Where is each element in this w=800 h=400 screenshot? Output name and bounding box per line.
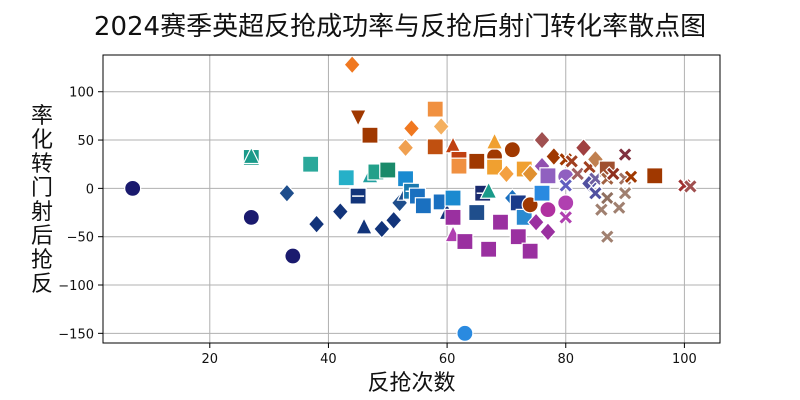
data-point	[557, 209, 574, 226]
y-axis-title: 率化转门射后抢反	[31, 104, 53, 297]
data-point	[587, 185, 604, 202]
data-point	[623, 168, 639, 185]
y-tick-label: 0	[86, 182, 94, 197]
chart-title: 2024赛季英超反抢成功率与反抢后射门转化率散点图	[93, 12, 707, 42]
data-point	[479, 180, 498, 199]
data-point	[557, 194, 575, 212]
data-point	[569, 166, 586, 182]
data-point	[497, 163, 516, 184]
x-tick-label: 100	[672, 352, 697, 367]
data-point	[491, 213, 510, 231]
data-point	[617, 146, 633, 163]
data-point	[485, 131, 504, 150]
data-point	[539, 167, 557, 185]
data-point	[605, 166, 622, 182]
data-point	[450, 157, 468, 175]
x-tick-label: 20	[202, 352, 219, 367]
data-point	[533, 184, 551, 202]
x-tick-label: 40	[320, 352, 337, 367]
data-point	[456, 324, 474, 342]
data-point	[539, 221, 557, 242]
data-point	[426, 138, 444, 156]
data-point	[617, 185, 633, 202]
data-point	[468, 203, 486, 222]
plot-frame	[102, 54, 721, 344]
data-point	[521, 242, 539, 260]
data-point	[302, 155, 320, 173]
data-point	[593, 201, 610, 218]
data-point	[485, 158, 504, 176]
data-point	[468, 152, 486, 170]
data-point	[331, 201, 350, 222]
y-tick-label: −50	[67, 231, 94, 246]
data-point	[599, 228, 616, 245]
y-tick-label: −150	[58, 327, 94, 342]
data-point	[373, 219, 391, 239]
data-point	[574, 137, 593, 158]
y-tick-label: 50	[77, 134, 94, 149]
data-point	[503, 141, 521, 159]
x-tick-label: 60	[439, 352, 456, 367]
x-tick-label: 80	[557, 352, 574, 367]
data-point	[611, 199, 627, 216]
data-point	[444, 208, 462, 226]
data-point	[557, 177, 574, 194]
data-point	[337, 169, 355, 187]
data-point	[402, 118, 421, 139]
data-point	[278, 183, 296, 204]
y-tick-label: 100	[69, 86, 94, 101]
data-point	[414, 197, 432, 215]
data-point	[432, 116, 450, 137]
data-point	[396, 137, 415, 158]
data-point	[242, 146, 261, 165]
data-point	[426, 100, 444, 118]
data-point	[563, 153, 580, 170]
data-point	[521, 163, 539, 184]
x-axis-title: 反抢次数	[367, 371, 455, 396]
y-tick-label: −100	[58, 279, 94, 294]
data-point	[682, 178, 699, 195]
data-point	[349, 109, 368, 128]
data-point	[545, 146, 563, 167]
data-point	[379, 161, 397, 179]
data-point	[355, 216, 374, 235]
data-point	[480, 240, 498, 258]
data-point	[456, 232, 474, 251]
data-point	[533, 130, 551, 150]
data-point	[284, 247, 302, 265]
point-layer	[124, 54, 699, 342]
tick-layer: 20 40 60 80 100 −150 −100 −50 0 50 100	[58, 86, 697, 367]
data-point	[539, 201, 557, 219]
data-point	[646, 167, 664, 185]
data-point	[307, 214, 326, 235]
data-point	[124, 179, 142, 197]
data-point	[384, 210, 403, 231]
data-point	[527, 212, 545, 233]
data-point	[242, 208, 260, 226]
data-point	[361, 126, 379, 144]
data-point	[349, 187, 367, 205]
data-point	[444, 189, 462, 207]
data-point	[343, 54, 361, 75]
data-point	[509, 228, 527, 246]
